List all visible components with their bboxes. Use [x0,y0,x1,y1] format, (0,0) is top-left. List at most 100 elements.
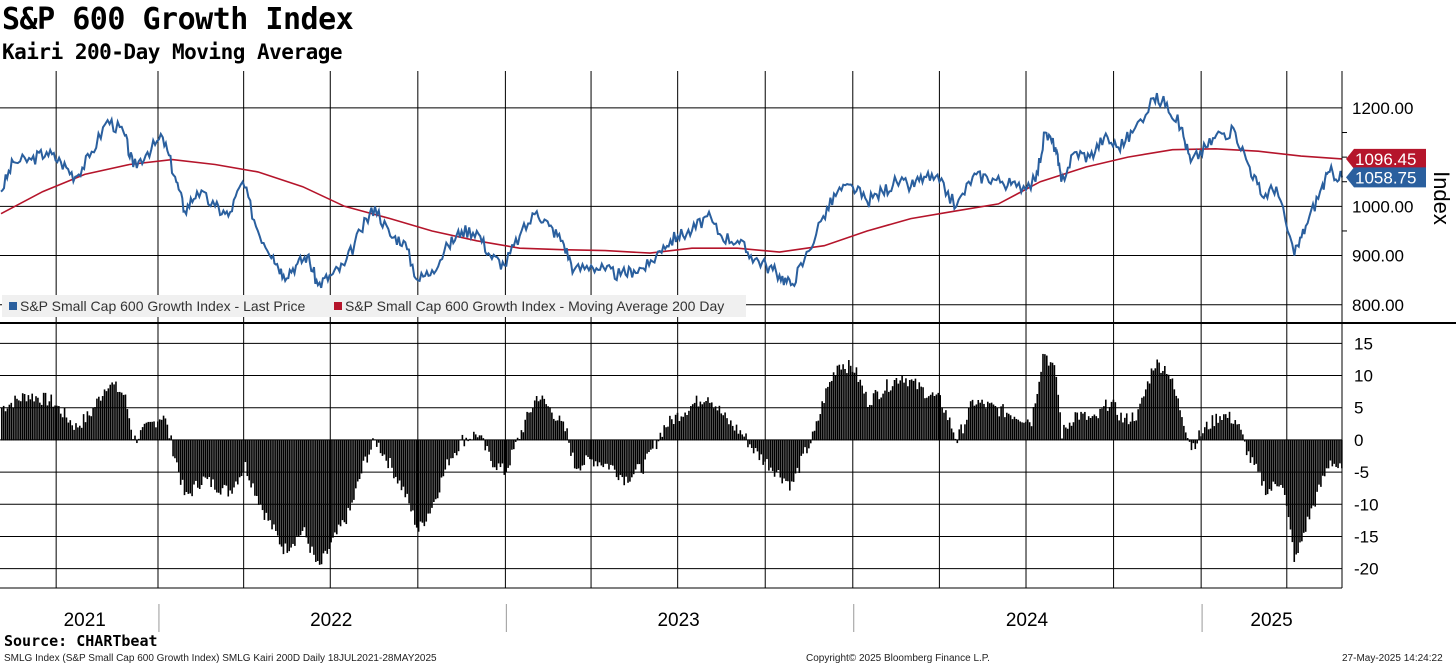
kairi-bar [1004,417,1006,441]
kairi-bar [671,419,673,441]
kairi-bar [1019,421,1021,441]
kairi-bar [825,388,827,441]
kairi-bar [1040,371,1042,441]
kairi-bar [1192,439,1195,444]
kairi-bar [482,438,485,441]
kairi-bar [876,391,879,441]
kairi-bar [1162,370,1164,441]
kairi-bar [511,439,513,450]
kairi-bar [59,413,62,441]
kairi-bar [82,414,85,441]
kairi-bar [1198,430,1200,441]
kairi-bar [1085,419,1088,441]
kairi-bar [358,439,361,480]
kairi-bar [532,407,534,441]
kairi-bar [811,431,814,441]
kairi-bar [109,384,112,441]
kairi-bar [1188,439,1191,442]
kairi-bar [1291,439,1294,543]
kairi-bar [1280,439,1282,485]
kairi-bar [1173,389,1176,441]
kairi-bar [568,439,570,443]
kairi-bar [1289,439,1292,530]
kairi-bar [488,439,490,452]
kairi-bar [1011,419,1014,441]
kairi-bar [983,403,985,441]
kairi-bar [819,414,822,441]
kairi-bar [697,406,700,441]
kairi-bar [817,420,820,441]
kairi-bar [935,394,938,441]
kairi-bar [849,365,852,441]
kairi-bar [98,396,100,441]
kairi-bar [947,420,949,441]
kairi-bar [874,389,877,441]
kairi-bar [1304,439,1307,532]
kairi-bar [655,439,658,450]
kairi-bar [436,439,439,499]
kairi-bar [650,439,652,450]
chart-title: S&P 600 Growth Index [2,2,354,37]
kairi-bar [865,391,867,441]
kairi-bar [988,403,991,441]
kairi-bar [1148,383,1151,441]
kairi-bar [271,439,273,530]
kairi-bar [754,439,757,449]
kairi-bar [1238,424,1240,441]
kairi-bar [195,439,197,481]
price-line [0,92,1343,289]
kairi-bar [67,422,70,441]
kairi-bar [800,439,803,456]
kairi-bar [31,393,34,441]
kairi-bar [678,421,681,441]
kairi-bar [967,407,970,441]
kairi-bar [1314,439,1316,507]
kairi-bar [1297,439,1299,554]
kairi-bar [187,439,190,494]
kairi-bar [1133,421,1136,441]
kairi-bar [377,439,380,443]
kairi-bar [75,423,77,441]
kairi-bar [337,439,340,525]
kairi-bar [429,439,431,514]
kairi-bar [1044,354,1046,441]
kairi-bar [214,439,216,490]
kairi-bar [1006,412,1008,441]
kairi-bar [549,407,551,441]
kairi-bar [457,439,460,452]
kairi-bar [802,439,804,454]
kairi-bar [473,431,475,441]
kairi-bar [1261,439,1263,486]
kairi-bar [880,397,882,441]
kairi-bar [608,439,610,470]
kairi-bar [189,439,192,494]
y-tick-label: 900.00 [1352,247,1404,266]
kairi-bar [1183,425,1185,441]
kairi-bar [836,365,839,441]
kairi-bar [533,400,536,441]
kairi-bar [912,380,915,441]
kairi-bar [160,419,163,441]
kairi-bar [1129,421,1132,441]
kairi-bar [136,439,138,444]
kairi-bar [891,386,894,441]
kairi-bar [440,439,443,478]
kairi-bar [945,410,947,441]
kairi-bar [124,394,127,441]
kairi-bar [1312,439,1315,506]
kairi-bar [1224,414,1227,441]
kairi-bar [583,439,586,465]
kairi-bar [1137,409,1139,441]
kairi-bar [986,401,989,441]
kairi-bar [233,439,235,488]
kairi-bar [726,418,728,441]
kairi-bar [292,439,294,544]
kairi-bar [844,368,846,441]
kairi-bar [294,439,296,546]
kairi-bar [290,439,292,548]
kairi-bar [798,439,801,473]
kairi-bar [415,439,418,528]
kairi-bar [499,439,502,468]
kairi-bar [1242,434,1244,441]
kairi-bar [952,432,955,441]
